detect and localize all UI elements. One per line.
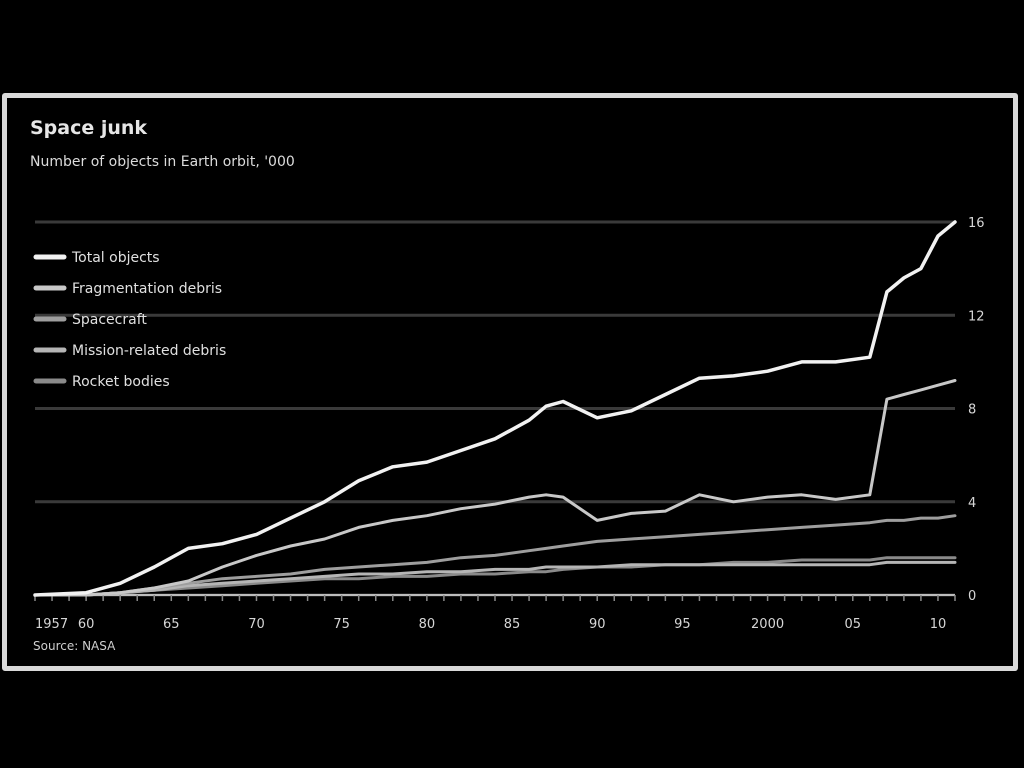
legend-label-0: Total objects [71, 250, 160, 266]
series-line-2 [33, 514, 957, 597]
x-tick-label-5: 80 [419, 617, 436, 632]
x-tick-label-0: 1957 [35, 617, 68, 632]
y-tick-label-4: 16 [968, 216, 985, 231]
series-line-0 [33, 220, 957, 597]
legend-label-4: Rocket bodies [72, 374, 170, 390]
x-tick-label-1: 60 [78, 617, 95, 632]
x-tick-label-2: 65 [163, 617, 180, 632]
series-line-4 [33, 556, 957, 597]
x-tick-label-9: 2000 [751, 617, 784, 632]
x-tick-label-11: 10 [930, 617, 947, 632]
legend-label-3: Mission-related debris [72, 343, 226, 359]
x-tick-label-7: 90 [589, 617, 606, 632]
legend-label-2: Spacecraft [72, 312, 147, 328]
x-tick-label-4: 75 [333, 617, 350, 632]
series-line-3 [33, 560, 957, 597]
x-tick-label-8: 95 [674, 617, 691, 632]
y-tick-label-3: 12 [968, 309, 985, 324]
y-tick-label-2: 8 [968, 403, 976, 418]
chart-title: Space junk [30, 117, 148, 139]
legend-label-1: Fragmentation debris [72, 281, 222, 297]
chart-source: Source: NASA [33, 639, 116, 653]
series-line-1 [33, 379, 957, 597]
chart-frame [2, 93, 1018, 671]
x-tick-label-10: 05 [845, 617, 862, 632]
y-tick-label-1: 4 [968, 496, 976, 511]
x-tick-label-3: 70 [248, 617, 265, 632]
y-tick-label-0: 0 [968, 589, 976, 604]
chart-subtitle: Number of objects in Earth orbit, '000 [30, 154, 295, 170]
x-tick-label-6: 85 [504, 617, 521, 632]
